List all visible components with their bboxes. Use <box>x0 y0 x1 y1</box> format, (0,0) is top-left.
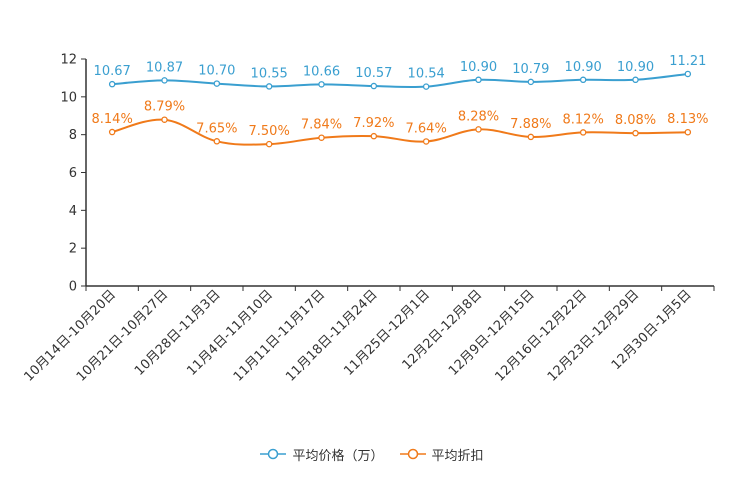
x-axis-ticks: 10月14日-10月20日10月21日-10月27日10月28日-11月3日11… <box>22 286 715 385</box>
data-label: 8.14% <box>92 112 133 127</box>
data-point[interactable] <box>527 78 535 86</box>
y-tick-label: 4 <box>69 204 77 219</box>
data-point[interactable] <box>422 138 430 145</box>
legend-item[interactable]: 平均折扣 <box>399 445 484 464</box>
y-tick-label: 6 <box>69 166 77 181</box>
legend-label: 平均折扣 <box>431 448 484 464</box>
data-label: 10.90 <box>617 60 654 75</box>
x-tick-label: 10月21日-10月27日 <box>74 287 171 384</box>
data-point[interactable] <box>161 116 168 123</box>
data-point[interactable] <box>422 83 430 90</box>
data-label: 11.21 <box>669 54 706 69</box>
legend: 平均价格（万） 平均折扣 <box>0 444 744 464</box>
y-axis-ticks: 0 2 4 6 8 10 12 <box>60 53 86 295</box>
series-1: 10.67 10.87 10.70 10.55 10.66 10.57 10.54 10.90… <box>94 54 706 90</box>
series-2: 8.14% 8.79% 7.65% 7.50% 7.84% 7.92% 7.64% 8.28%… <box>92 100 708 148</box>
legend-item[interactable]: 平均价格（万） <box>260 445 384 464</box>
y-tick-label: 0 <box>69 280 77 295</box>
legend-label: 平均价格（万） <box>292 448 384 464</box>
legend-swatch-icon <box>260 448 287 460</box>
data-label: 8.28% <box>458 109 499 124</box>
y-tick-label: 2 <box>69 242 77 257</box>
x-tick-label: 12月23日-12月29日 <box>545 287 642 384</box>
y-tick-label: 10 <box>60 90 77 105</box>
data-label: 10.87 <box>146 60 183 75</box>
y-tick-label: 12 <box>60 53 77 68</box>
data-label: 10.90 <box>565 60 602 75</box>
data-label: 10.70 <box>198 64 235 79</box>
data-point[interactable] <box>265 83 273 90</box>
data-label: 7.88% <box>510 117 551 132</box>
data-point[interactable] <box>318 81 325 88</box>
data-point[interactable] <box>161 77 168 84</box>
data-point[interactable] <box>527 133 535 141</box>
data-point[interactable] <box>475 126 482 133</box>
data-point[interactable] <box>684 128 692 136</box>
data-label: 8.12% <box>563 112 604 127</box>
data-label: 7.65% <box>196 121 237 136</box>
data-point[interactable] <box>579 76 587 84</box>
data-point[interactable] <box>632 129 639 137</box>
data-point[interactable] <box>684 70 692 78</box>
data-label: 7.84% <box>301 118 342 133</box>
data-label: 7.64% <box>406 121 447 136</box>
data-label: 7.92% <box>353 116 394 131</box>
data-point[interactable] <box>475 76 482 84</box>
data-label: 10.57 <box>355 66 392 81</box>
data-label: 10.79 <box>512 62 549 77</box>
data-label: 10.67 <box>94 64 131 79</box>
data-label: 8.13% <box>667 112 708 127</box>
series-line <box>112 72 688 89</box>
data-point[interactable] <box>108 128 116 136</box>
x-tick-label: 11月18日-11月24日 <box>283 287 380 384</box>
data-point[interactable] <box>213 80 221 87</box>
data-point[interactable] <box>370 82 378 90</box>
data-point[interactable] <box>318 134 325 141</box>
series-line <box>111 118 688 146</box>
data-point[interactable] <box>213 138 221 145</box>
data-point[interactable] <box>108 80 116 88</box>
legend-swatch-icon <box>399 448 426 460</box>
data-label: 10.55 <box>251 66 288 81</box>
series-layer: 10.67 10.87 10.70 10.55 10.66 10.57 10.54 10.90… <box>92 54 708 148</box>
data-label: 8.08% <box>615 113 656 128</box>
data-point[interactable] <box>579 129 587 136</box>
axes <box>85 59 714 287</box>
data-point[interactable] <box>370 132 378 140</box>
data-label: 10.66 <box>303 64 340 79</box>
x-tick-label: 12月16日-12月22日 <box>493 287 590 384</box>
data-label: 8.79% <box>144 100 185 115</box>
data-point[interactable] <box>632 76 639 84</box>
y-tick-label: 8 <box>69 128 77 143</box>
data-label: 10.54 <box>408 67 445 82</box>
data-label: 7.50% <box>249 124 290 139</box>
data-point[interactable] <box>265 140 273 148</box>
x-tick-label: 11月11日-11月17日 <box>231 287 328 384</box>
x-tick-label: 10月14日-10月20日 <box>22 287 119 384</box>
data-label: 10.90 <box>460 60 497 75</box>
